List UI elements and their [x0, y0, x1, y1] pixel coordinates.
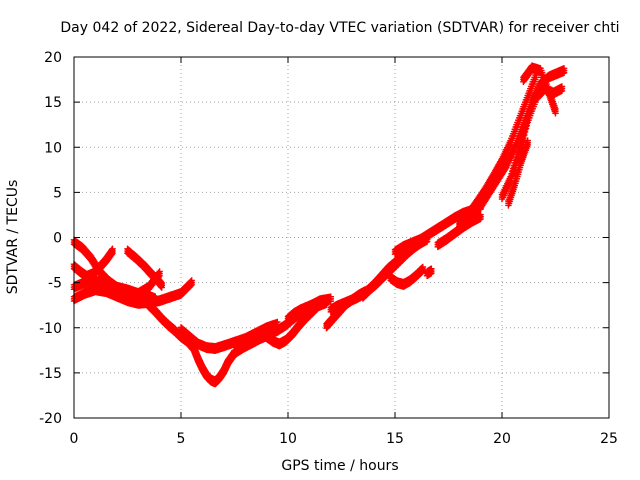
- grid: [74, 57, 609, 418]
- data-point: [316, 301, 324, 308]
- series-track10: [284, 297, 324, 325]
- series-track2: [70, 277, 195, 309]
- data-point: [323, 301, 330, 308]
- data-points: [70, 62, 568, 388]
- series-track7: [177, 318, 281, 354]
- series-track6: [145, 299, 238, 388]
- series-track5: [124, 245, 165, 291]
- data-point: [187, 282, 194, 290]
- data-point: [188, 281, 195, 289]
- data-point: [158, 284, 165, 291]
- data-point: [109, 250, 116, 257]
- data-point: [152, 297, 159, 305]
- series-track4: [70, 245, 116, 282]
